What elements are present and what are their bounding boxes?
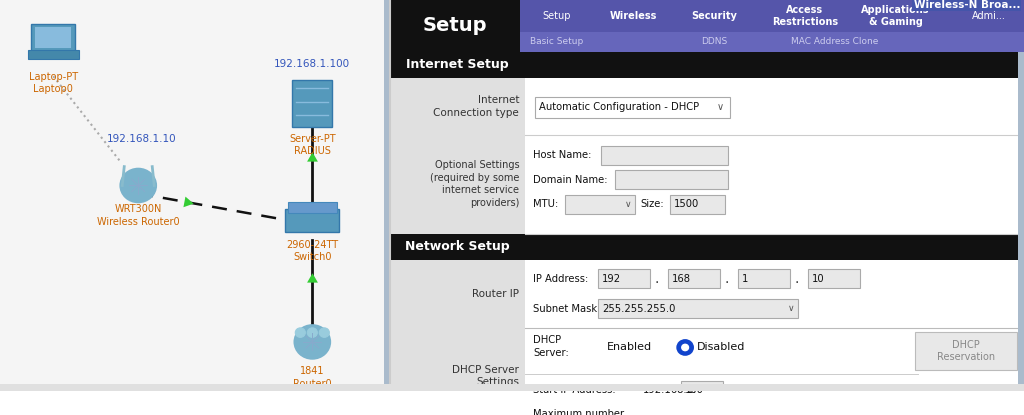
FancyBboxPatch shape bbox=[520, 32, 1024, 52]
Text: Internet
Connection type: Internet Connection type bbox=[433, 95, 519, 117]
Circle shape bbox=[120, 168, 157, 203]
FancyBboxPatch shape bbox=[390, 234, 1024, 260]
Text: Basic Setup: Basic Setup bbox=[529, 37, 583, 46]
Text: Subnet Mask:: Subnet Mask: bbox=[534, 304, 600, 314]
Text: 100: 100 bbox=[685, 385, 705, 395]
FancyBboxPatch shape bbox=[390, 0, 520, 52]
FancyBboxPatch shape bbox=[1018, 52, 1024, 391]
Text: 1841
Router0: 1841 Router0 bbox=[293, 366, 332, 389]
Text: Setup: Setup bbox=[423, 17, 487, 35]
Text: Server-PT
RADIUS: Server-PT RADIUS bbox=[289, 134, 336, 156]
FancyBboxPatch shape bbox=[390, 52, 1024, 78]
FancyBboxPatch shape bbox=[668, 269, 720, 288]
FancyBboxPatch shape bbox=[390, 328, 525, 415]
Text: DHCP Server
Settings: DHCP Server Settings bbox=[453, 364, 519, 387]
Text: Optional Settings
(required by some
internet service
providers): Optional Settings (required by some inte… bbox=[430, 161, 519, 208]
FancyBboxPatch shape bbox=[598, 269, 650, 288]
Text: Access
Restrictions: Access Restrictions bbox=[772, 5, 838, 27]
Circle shape bbox=[295, 328, 305, 337]
Circle shape bbox=[682, 344, 688, 351]
Circle shape bbox=[307, 328, 317, 337]
Text: Size:: Size: bbox=[640, 199, 664, 209]
FancyBboxPatch shape bbox=[808, 269, 860, 288]
Circle shape bbox=[319, 328, 330, 337]
Text: 192.168.1.10: 192.168.1.10 bbox=[106, 134, 176, 144]
Text: .: . bbox=[654, 272, 658, 286]
FancyBboxPatch shape bbox=[565, 195, 635, 214]
FancyBboxPatch shape bbox=[525, 260, 1024, 328]
Text: Wireless-N Broa...: Wireless-N Broa... bbox=[913, 0, 1020, 10]
Text: Enabled: Enabled bbox=[607, 342, 652, 352]
FancyBboxPatch shape bbox=[390, 0, 1024, 391]
Circle shape bbox=[677, 340, 693, 355]
FancyBboxPatch shape bbox=[390, 260, 525, 328]
Text: .: . bbox=[724, 272, 728, 286]
Text: .: . bbox=[795, 272, 799, 286]
Text: 255.255.255.0: 255.255.255.0 bbox=[602, 304, 676, 314]
FancyBboxPatch shape bbox=[525, 78, 1024, 134]
Text: Start IP Address:: Start IP Address: bbox=[534, 385, 615, 395]
FancyBboxPatch shape bbox=[390, 78, 525, 134]
Text: 192.168.1.100: 192.168.1.100 bbox=[274, 59, 350, 69]
Text: Network Setup: Network Setup bbox=[406, 240, 510, 253]
Text: MAC Address Clone: MAC Address Clone bbox=[792, 37, 879, 46]
Text: Internet Setup: Internet Setup bbox=[407, 59, 509, 71]
Text: MTU:: MTU: bbox=[534, 199, 558, 209]
FancyBboxPatch shape bbox=[520, 0, 1024, 32]
FancyBboxPatch shape bbox=[536, 97, 730, 118]
FancyBboxPatch shape bbox=[286, 210, 339, 232]
FancyBboxPatch shape bbox=[915, 332, 1017, 370]
FancyBboxPatch shape bbox=[390, 134, 525, 234]
Text: Domain Name:: Domain Name: bbox=[534, 175, 607, 185]
Text: DHCP
Server:: DHCP Server: bbox=[534, 335, 569, 358]
Text: 192.168.1.: 192.168.1. bbox=[643, 385, 697, 395]
FancyBboxPatch shape bbox=[384, 0, 390, 391]
FancyBboxPatch shape bbox=[525, 328, 1024, 415]
Text: ∨: ∨ bbox=[625, 200, 631, 209]
Text: DDNS: DDNS bbox=[701, 37, 727, 46]
Circle shape bbox=[587, 340, 603, 355]
Text: Applications
& Gaming: Applications & Gaming bbox=[861, 5, 930, 27]
FancyBboxPatch shape bbox=[615, 171, 728, 189]
Text: Maximum number: Maximum number bbox=[534, 409, 625, 415]
Text: Host Name:: Host Name: bbox=[534, 150, 592, 160]
Text: WRT300N
Wireless Router0: WRT300N Wireless Router0 bbox=[97, 204, 179, 227]
Text: Security: Security bbox=[691, 11, 737, 21]
FancyBboxPatch shape bbox=[32, 24, 75, 52]
Text: ∨: ∨ bbox=[787, 304, 795, 313]
FancyBboxPatch shape bbox=[525, 134, 1024, 234]
FancyBboxPatch shape bbox=[35, 27, 72, 48]
Text: 2960-24TT
Switch0: 2960-24TT Switch0 bbox=[287, 239, 338, 262]
Text: ∨: ∨ bbox=[717, 103, 724, 112]
Text: Laptop-PT
Laptop0: Laptop-PT Laptop0 bbox=[29, 72, 78, 94]
Text: DHCP
Reservation: DHCP Reservation bbox=[937, 340, 995, 362]
FancyBboxPatch shape bbox=[738, 269, 791, 288]
FancyBboxPatch shape bbox=[28, 51, 79, 59]
Text: 10: 10 bbox=[812, 274, 824, 284]
Text: Disabled: Disabled bbox=[697, 342, 745, 352]
FancyBboxPatch shape bbox=[601, 146, 728, 165]
Text: Automatic Configuration - DHCP: Automatic Configuration - DHCP bbox=[540, 103, 699, 112]
FancyBboxPatch shape bbox=[0, 0, 390, 391]
FancyBboxPatch shape bbox=[670, 195, 725, 214]
Text: Admi...: Admi... bbox=[972, 11, 1006, 21]
FancyBboxPatch shape bbox=[598, 300, 798, 318]
Text: 192: 192 bbox=[602, 274, 622, 284]
Text: IP Address:: IP Address: bbox=[534, 274, 589, 284]
Text: 168: 168 bbox=[672, 274, 691, 284]
Circle shape bbox=[294, 325, 331, 359]
FancyBboxPatch shape bbox=[292, 80, 333, 127]
Text: Router IP: Router IP bbox=[472, 289, 519, 299]
FancyBboxPatch shape bbox=[681, 381, 723, 398]
Text: 1: 1 bbox=[742, 274, 749, 284]
Text: Wireless: Wireless bbox=[610, 11, 657, 21]
Text: 1500: 1500 bbox=[674, 199, 699, 209]
FancyBboxPatch shape bbox=[288, 203, 337, 213]
FancyBboxPatch shape bbox=[643, 406, 688, 415]
Text: Setup: Setup bbox=[542, 11, 570, 21]
FancyBboxPatch shape bbox=[0, 384, 1024, 391]
